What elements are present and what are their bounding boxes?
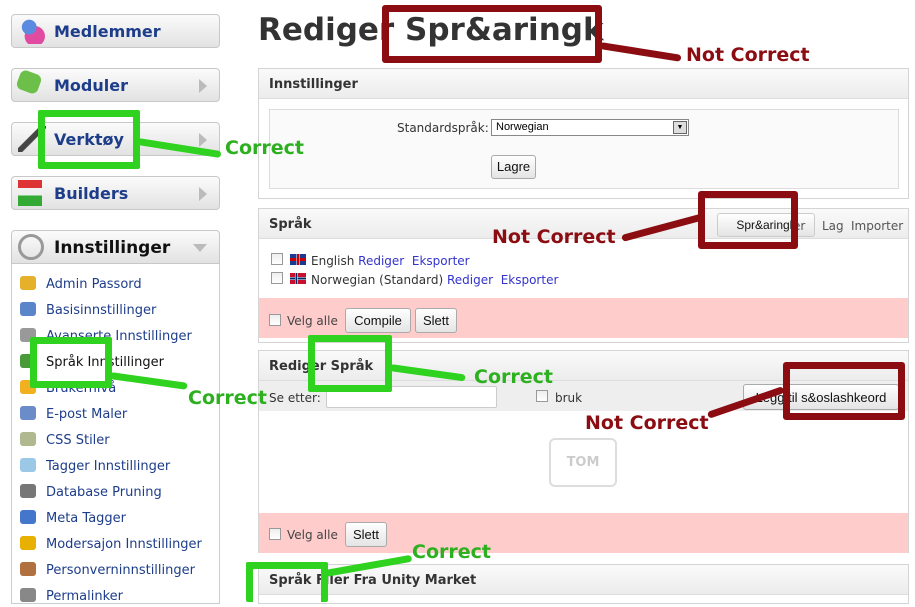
css-icon bbox=[20, 432, 36, 446]
sidebar-item[interactable]: Meta Tagger bbox=[20, 509, 126, 529]
sidebar-item[interactable]: Personverninnstillinger bbox=[20, 561, 195, 581]
annotation-box-incorrect bbox=[783, 362, 905, 420]
menu-builders[interactable]: Builders bbox=[11, 176, 220, 210]
sidebar-item-label: Permalinker bbox=[46, 589, 123, 604]
sidebar-item[interactable]: CSS Stiler bbox=[20, 431, 110, 451]
sidebar-item-label: CSS Stiler bbox=[46, 433, 110, 448]
languages-panel: Språk Spr&aringk er Lag Importer English… bbox=[258, 208, 909, 343]
select-all-checkbox[interactable] bbox=[269, 314, 281, 326]
default-language-label: Standardspråk: bbox=[397, 121, 489, 135]
sidebar-item-label: Personverninnstillinger bbox=[46, 563, 195, 578]
use-label: bruk bbox=[555, 391, 583, 405]
settings-submenu: Admin Passord Basisinnstillinger Avanserte… bbox=[11, 264, 220, 604]
select-all-checkbox[interactable] bbox=[269, 528, 281, 540]
puzzle-icon bbox=[15, 68, 43, 96]
chevron-right-icon bbox=[199, 79, 207, 93]
annotation-label-incorrect: Not Correct bbox=[585, 412, 709, 434]
annotation-line bbox=[599, 42, 682, 62]
sidebar-item-label: Meta Tagger bbox=[46, 511, 127, 526]
sidebar-item-label: Modersajon Innstillinger bbox=[46, 537, 202, 552]
tab-lag[interactable]: Lag bbox=[822, 219, 844, 233]
annotation-label-correct: Correct bbox=[474, 366, 553, 388]
chevron-right-icon bbox=[199, 133, 207, 147]
database-icon bbox=[20, 484, 36, 498]
checkbox-norwegian[interactable] bbox=[271, 272, 283, 284]
code-icon bbox=[20, 510, 36, 524]
empty-placeholder: TOM bbox=[549, 438, 617, 487]
annotation-label-incorrect: Not Correct bbox=[686, 44, 810, 66]
save-button[interactable]: Lagre bbox=[491, 155, 536, 179]
sidebar-item-label: Språk Innstillinger bbox=[46, 355, 164, 370]
mail-icon bbox=[20, 406, 36, 420]
gear-icon bbox=[18, 234, 44, 260]
builders-icon bbox=[18, 180, 42, 206]
menu-verktoy[interactable]: Verktøy bbox=[11, 122, 220, 156]
delete-button[interactable]: Slett bbox=[345, 522, 387, 547]
chevron-down-icon: ▼ bbox=[673, 121, 687, 134]
annotation-box-correct bbox=[30, 337, 112, 388]
edit-language-panel: Rediger Språk Se etter: bruk Legg til s&… bbox=[258, 350, 909, 553]
market-header: Språk Filer Fra Unity Market bbox=[259, 565, 908, 595]
members-icon bbox=[18, 18, 46, 44]
export-link[interactable]: Eksporter bbox=[500, 273, 559, 287]
chevron-down-icon bbox=[193, 244, 207, 252]
wrench-icon bbox=[20, 302, 36, 316]
warning-icon bbox=[20, 536, 36, 550]
annotation-label-correct: Correct bbox=[412, 541, 491, 563]
page-title: Rediger Spr&aringk bbox=[258, 12, 604, 48]
annotation-box-correct bbox=[246, 562, 328, 602]
select-all-label: Velg alle bbox=[287, 314, 338, 328]
sidebar-item[interactable]: Permalinker bbox=[20, 587, 123, 607]
annotation-label-correct: Correct bbox=[188, 387, 267, 409]
sidebar-item-label: E-post Maler bbox=[46, 407, 128, 422]
delete-button[interactable]: Slett bbox=[415, 308, 457, 333]
language-name: Norwegian (Standard) bbox=[311, 273, 444, 287]
menu-moduler[interactable]: Moduler bbox=[11, 68, 220, 102]
checkbox-english[interactable] bbox=[271, 253, 283, 265]
tab-importer[interactable]: Importer bbox=[851, 219, 904, 233]
edit-action-bar: Velg alle Slett bbox=[259, 513, 908, 553]
menu-medlemmer[interactable]: Medlemmer bbox=[11, 14, 220, 48]
annotation-box-correct bbox=[308, 335, 392, 392]
tab-language-key[interactable]: Spr&aringk bbox=[717, 213, 815, 237]
sidebar-item-label: Database Pruning bbox=[46, 485, 162, 500]
sidebar-item-label: Tagger Innstillinger bbox=[46, 459, 171, 474]
default-language-select[interactable]: Norwegian ▼ bbox=[491, 119, 689, 136]
sidebar-item[interactable]: Modersajon Innstillinger bbox=[20, 535, 202, 555]
menu-innstillinger[interactable]: Innstillinger bbox=[11, 230, 220, 264]
key-icon bbox=[20, 276, 36, 290]
edit-link[interactable]: Rediger bbox=[446, 273, 494, 287]
use-checkbox[interactable] bbox=[536, 390, 548, 402]
chevron-right-icon bbox=[199, 187, 207, 201]
sidebar-item[interactable]: Admin Passord bbox=[20, 275, 142, 295]
norway-flag-icon bbox=[290, 273, 306, 284]
sidebar-item[interactable]: Database Pruning bbox=[20, 483, 162, 503]
annotation-box-incorrect bbox=[382, 5, 602, 63]
sidebar-item[interactable]: Tagger Innstillinger bbox=[20, 457, 170, 477]
tag-icon bbox=[20, 458, 36, 472]
users-icon bbox=[20, 562, 36, 576]
annotation-box-incorrect bbox=[698, 191, 798, 249]
compile-button[interactable]: Compile bbox=[345, 308, 411, 333]
sidebar-item-label: Basisinnstillinger bbox=[46, 303, 157, 318]
sidebar-item[interactable]: E-post Maler bbox=[20, 405, 127, 425]
settings-panel: Innstillinger Standardspråk: Norwegian ▼ … bbox=[258, 68, 909, 199]
export-link[interactable]: Eksporter bbox=[411, 254, 470, 268]
sidebar-item[interactable]: Basisinnstillinger bbox=[20, 301, 156, 321]
sidebar-item-label: Admin Passord bbox=[46, 277, 142, 292]
annotation-box-correct bbox=[38, 110, 140, 169]
select-all-label: Velg alle bbox=[287, 528, 338, 542]
search-label: Se etter: bbox=[269, 391, 321, 405]
language-name: English bbox=[311, 254, 355, 268]
action-bar: Velg alle Compile Slett bbox=[259, 298, 908, 338]
annotation-label-correct: Correct bbox=[225, 137, 304, 159]
uk-flag-icon bbox=[290, 254, 306, 265]
settings-header: Innstillinger bbox=[259, 69, 908, 99]
annotation-label-incorrect: Not Correct bbox=[492, 226, 616, 248]
link-icon bbox=[20, 588, 36, 602]
edit-link[interactable]: Rediger bbox=[358, 254, 405, 268]
